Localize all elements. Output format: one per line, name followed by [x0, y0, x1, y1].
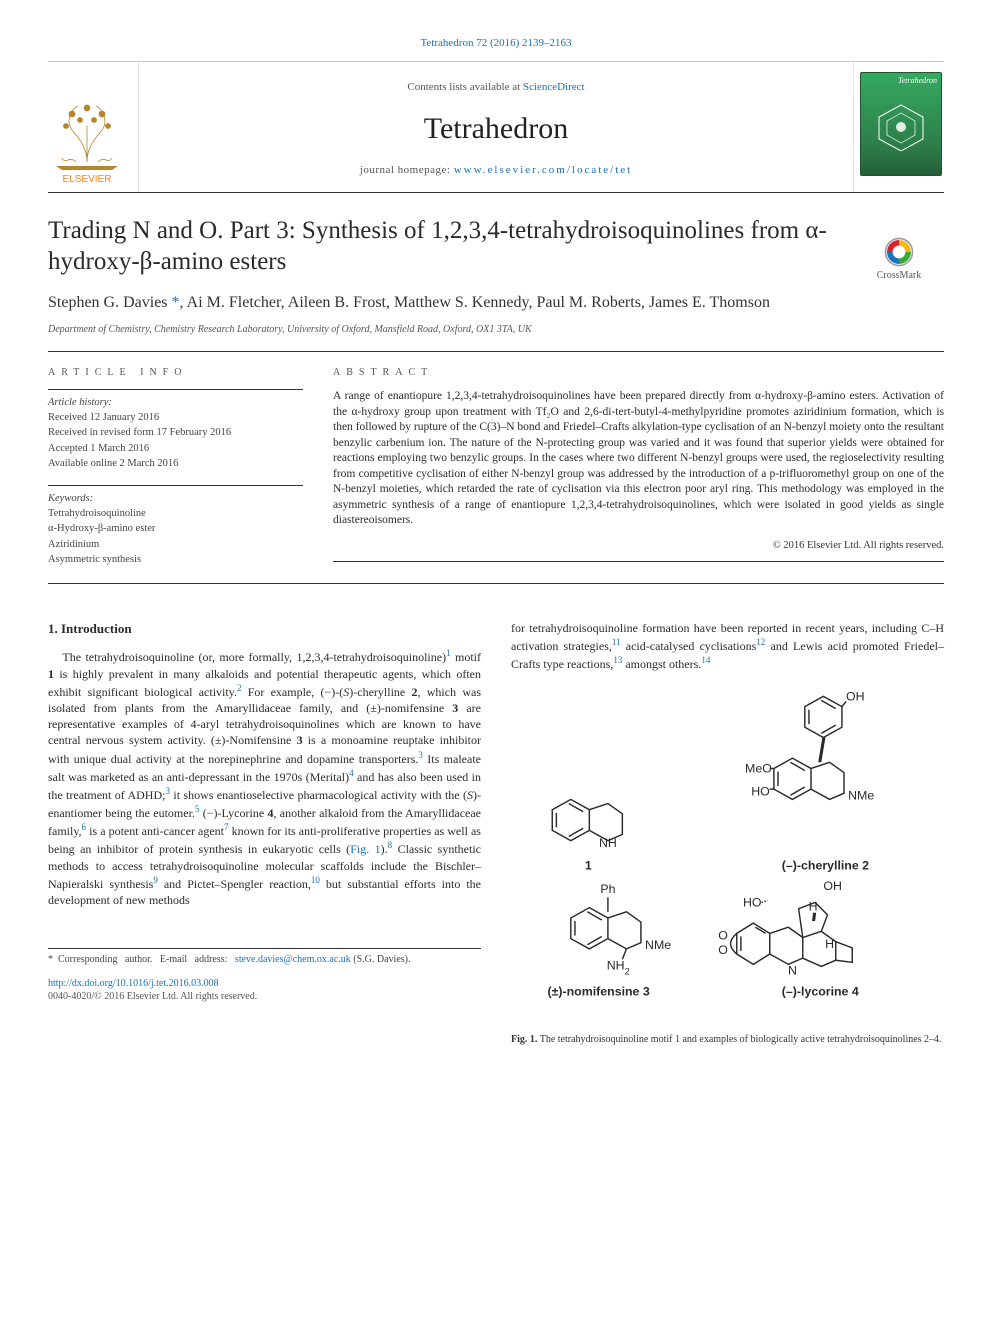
svg-text:MeO: MeO — [745, 762, 772, 776]
abstract-copyright: © 2016 Elsevier Ltd. All rights reserved… — [333, 539, 944, 553]
svg-text:Ph: Ph — [600, 883, 615, 897]
svg-text:(±)-nomifensine 3: (±)-nomifensine 3 — [548, 985, 650, 999]
journal-homepage-line: journal homepage: www.elsevier.com/locat… — [139, 163, 853, 178]
journal-name: Tetrahedron — [139, 109, 853, 150]
keyword: Tetrahydroisoquinoline — [48, 507, 303, 521]
figure-1: .bnd { stroke:#2a2a2a; stroke-width:1.4;… — [511, 686, 944, 1046]
ref-link-3b[interactable]: 3 — [165, 786, 170, 796]
svg-text:NH: NH — [599, 836, 617, 850]
ref-link-7[interactable]: 7 — [224, 822, 229, 832]
masthead: ELSEVIER Contents lists available at Sci… — [48, 61, 944, 193]
body-column-left: 1. Introduction The tetrahydroisoquinoli… — [48, 620, 481, 1046]
footnote-block: * Corresponding author. E-mail address: … — [48, 948, 481, 967]
article-info-heading: ARTICLE INFO — [48, 366, 303, 380]
svg-text:1: 1 — [585, 859, 592, 873]
ref-link-3[interactable]: 3 — [418, 750, 423, 760]
svg-text:N: N — [788, 964, 797, 978]
svg-text:(–)-cherylline 2: (–)-cherylline 2 — [782, 859, 869, 873]
svg-text:NH2: NH2 — [607, 959, 630, 977]
corresponding-email-link[interactable]: steve.davies@chem.ox.ac.uk — [235, 954, 351, 965]
doi-copyright: 0040-4020/© 2016 Elsevier Ltd. All right… — [48, 991, 257, 1002]
sciencedirect-link[interactable]: ScienceDirect — [523, 81, 585, 93]
ref-link-5[interactable]: 5 — [195, 804, 200, 814]
keywords-head: Keywords: — [48, 492, 303, 506]
intro-paragraph-cont: for tetrahydroisoquinoline formation hav… — [511, 620, 944, 673]
crossmark-badge[interactable]: CrossMark — [854, 237, 944, 283]
author-list: Stephen G. Davies *, Ai M. Fletcher, Ail… — [48, 292, 944, 314]
svg-text:OH: OH — [846, 690, 865, 704]
crossmark-label: CrossMark — [877, 270, 921, 281]
citation-link[interactable]: Tetrahedron 72 (2016) 2139–2163 — [420, 37, 571, 49]
history-line: Accepted 1 March 2016 — [48, 442, 303, 456]
svg-text:(–)-lycorine 4: (–)-lycorine 4 — [782, 985, 859, 999]
abstract-heading: ABSTRACT — [333, 366, 944, 380]
svg-text:O: O — [718, 943, 728, 957]
cover-title: Tetrahedron — [898, 76, 937, 87]
fig-link-1[interactable]: Fig. 1 — [350, 842, 380, 856]
intro-paragraph: The tetrahydroisoquinoline (or, more for… — [48, 647, 481, 908]
abstract-block: ABSTRACT A range of enantiopure 1,2,3,4-… — [333, 366, 944, 568]
crossmark-icon — [884, 237, 914, 267]
history-line: Received in revised form 17 February 201… — [48, 426, 303, 440]
cover-art-icon — [871, 101, 931, 151]
contents-lists-line: Contents lists available at ScienceDirec… — [139, 80, 853, 95]
keyword: Aziridinium — [48, 538, 303, 552]
affiliation: Department of Chemistry, Chemistry Resea… — [48, 323, 944, 337]
svg-text:H: H — [809, 900, 818, 914]
ref-link-2[interactable]: 2 — [237, 683, 242, 693]
elsevier-tree-icon: ELSEVIER — [48, 96, 126, 186]
ref-link-13[interactable]: 13 — [613, 655, 622, 665]
rule-below-meta — [48, 583, 944, 584]
footnote-tail: (S.G. Davies). — [351, 954, 411, 965]
ref-link-9[interactable]: 9 — [153, 875, 158, 885]
svg-text:NMe: NMe — [645, 938, 671, 952]
abstract-text: A range of enantiopure 1,2,3,4-tetrahydr… — [333, 389, 944, 529]
top-citation: Tetrahedron 72 (2016) 2139–2163 — [48, 36, 944, 51]
article-info-block: ARTICLE INFO Article history: Received 1… — [48, 366, 303, 568]
journal-homepage-link[interactable]: www.elsevier.com/locate/tet — [454, 164, 633, 176]
svg-text:ELSEVIER: ELSEVIER — [63, 174, 112, 185]
journal-cover-thumb[interactable]: Tetrahedron — [854, 62, 944, 192]
ref-link-12[interactable]: 12 — [756, 637, 765, 647]
figure-1-structures-icon: .bnd { stroke:#2a2a2a; stroke-width:1.4;… — [511, 686, 944, 1026]
history-line: Available online 2 March 2016 — [48, 457, 303, 471]
ref-link-4[interactable]: 4 — [349, 768, 354, 778]
svg-text:OH: OH — [823, 880, 842, 894]
ref-link-14[interactable]: 14 — [701, 655, 710, 665]
footnote-star: * — [48, 954, 53, 965]
svg-text:H: H — [825, 937, 834, 951]
svg-text:HO: HO — [751, 785, 770, 799]
history-line: Received 12 January 2016 — [48, 411, 303, 425]
svg-text:O: O — [718, 929, 728, 943]
ref-link-8[interactable]: 8 — [388, 840, 393, 850]
ref-link-10[interactable]: 10 — [311, 875, 320, 885]
ref-link-11[interactable]: 11 — [612, 637, 621, 647]
article-title: Trading N and O. Part 3: Synthesis of 1,… — [48, 215, 944, 278]
corresponding-author-marker[interactable]: * — [172, 294, 180, 311]
section-heading: 1. Introduction — [48, 620, 481, 638]
doi-block: http://dx.doi.org/10.1016/j.tet.2016.03.… — [48, 977, 481, 1004]
ref-link-6[interactable]: 6 — [82, 822, 87, 832]
publisher-logo[interactable]: ELSEVIER — [48, 62, 138, 192]
svg-text:NMe: NMe — [848, 789, 874, 803]
body-column-right: for tetrahydroisoquinoline formation hav… — [511, 620, 944, 1046]
keyword: α-Hydroxy-β-amino ester — [48, 522, 303, 536]
rule-above-meta — [48, 351, 944, 352]
keyword: Asymmetric synthesis — [48, 553, 303, 567]
history-head: Article history: — [48, 396, 303, 410]
svg-text:HO: HO — [743, 896, 762, 910]
ref-link-1[interactable]: 1 — [446, 648, 451, 658]
doi-link[interactable]: http://dx.doi.org/10.1016/j.tet.2016.03.… — [48, 978, 219, 989]
figure-1-caption: Fig. 1. The tetrahydroisoquinoline motif… — [511, 1033, 944, 1047]
